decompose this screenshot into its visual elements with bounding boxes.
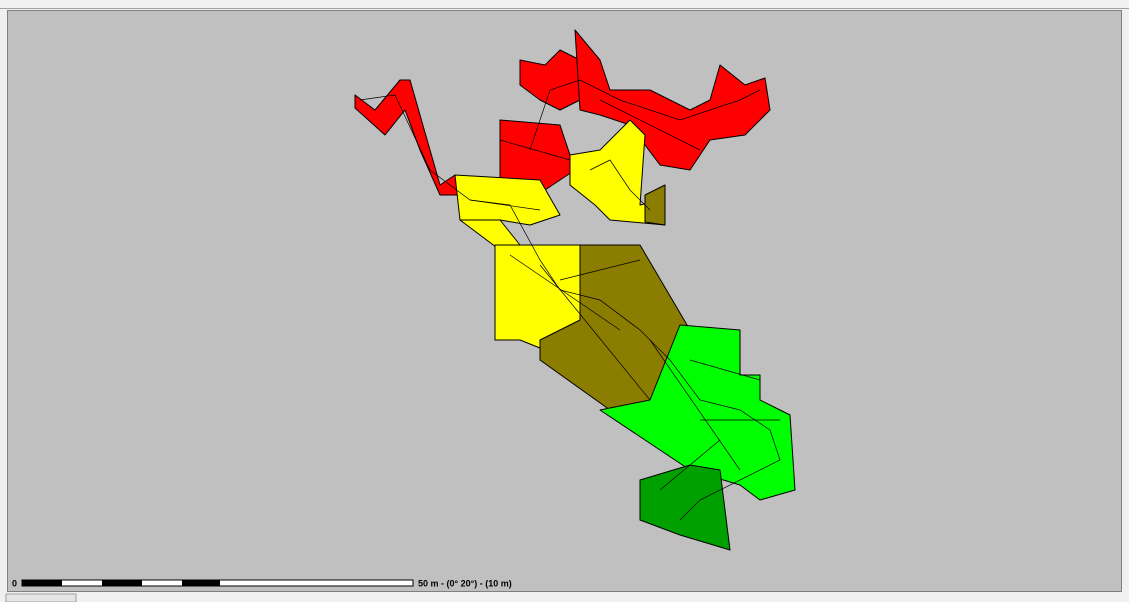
survey-line xyxy=(529,79,761,151)
cave-passage-red xyxy=(574,29,771,171)
scale-end-label: 50 m - (0° 20°) - (10 m) xyxy=(418,578,512,588)
survey-line xyxy=(589,159,651,211)
scale-bar-segment xyxy=(182,580,220,586)
wire-edge xyxy=(469,199,541,211)
wire-edge xyxy=(689,359,761,381)
survey-line xyxy=(359,94,781,521)
wire-edge xyxy=(499,139,571,161)
wire-edge xyxy=(559,259,641,281)
wire-edge xyxy=(539,264,651,401)
wire-edge xyxy=(509,254,621,331)
scale-bar: 0 50 m - (0° 20°) - (10 m) xyxy=(12,578,512,588)
wire-edge xyxy=(659,439,721,491)
wire-edge xyxy=(599,99,701,151)
cave-model xyxy=(354,29,796,551)
scale-bar-segment xyxy=(22,580,62,586)
scale-start-label: 0 xyxy=(12,578,17,588)
survey-wireframe xyxy=(359,79,781,521)
tab[interactable] xyxy=(5,593,77,602)
cave-passage-olive xyxy=(644,184,666,226)
scale-bar-segment xyxy=(102,580,142,586)
wire-edge xyxy=(649,339,741,471)
